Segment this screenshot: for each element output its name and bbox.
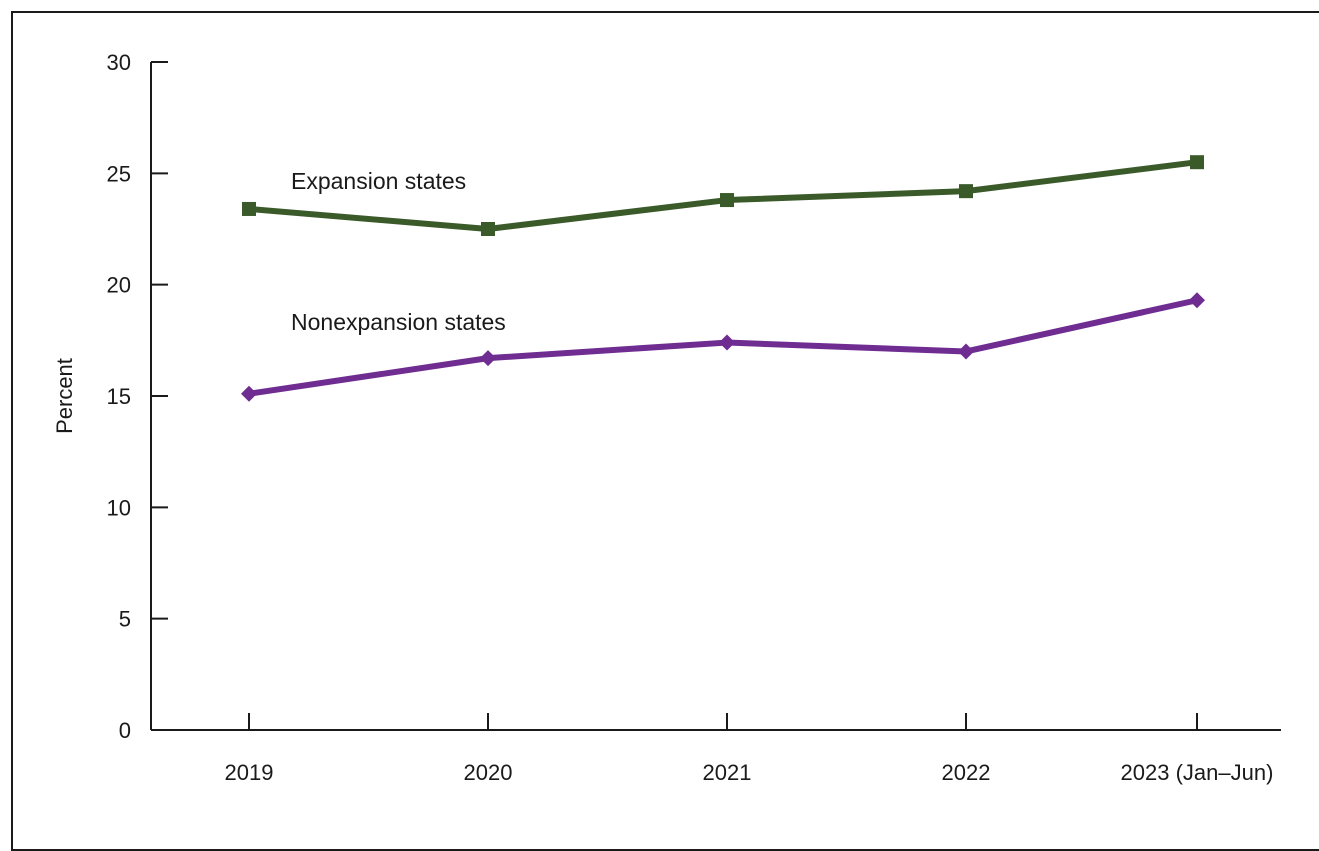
series-1-point-1 [480,350,496,367]
x-ticks: 2019 2020 2021 2022 2023 (Jan–Jun) [225,713,1274,785]
y-ticks: 0 5 10 15 20 25 30 [107,50,168,743]
y-tick-label-20: 20 [107,273,131,298]
x-tick-label-1: 2020 [464,760,513,785]
series-1-point-3 [958,343,974,360]
series-1-point-2 [719,334,735,351]
y-tick-label-15: 15 [107,384,131,409]
series-0-point-2 [720,193,734,208]
x-tick-label-0: 2019 [225,760,274,785]
y-tick-label-30: 30 [107,50,131,75]
series-0-point-4 [1190,155,1204,170]
x-tick-label-3: 2022 [942,760,991,785]
series-0-point-1 [481,222,495,236]
line-chart: 0 5 10 15 20 25 30 2019 2020 2021 2022 2023 (Jan–J… [52,50,1281,785]
series-label-expansion: Expansion states [291,168,466,194]
series-1-point-0 [241,385,257,402]
series-1-point-4 [1189,292,1205,309]
series-0-point-0 [242,201,256,216]
series-labels: Expansion states Nonexpansion states [291,168,506,335]
y-tick-label-0: 0 [119,718,131,743]
series-label-nonexpansion: Nonexpansion states [291,309,506,335]
y-axis-label: Percent [52,358,77,434]
y-tick-label-25: 25 [107,161,131,186]
series-0-point-3 [959,184,973,199]
y-tick-label-5: 5 [119,607,131,632]
y-tick-label-10: 10 [107,495,131,520]
series-layer [241,155,1205,402]
x-tick-label-4: 2023 (Jan–Jun) [1121,760,1274,785]
x-tick-label-2: 2021 [703,760,752,785]
axes [150,62,1281,731]
